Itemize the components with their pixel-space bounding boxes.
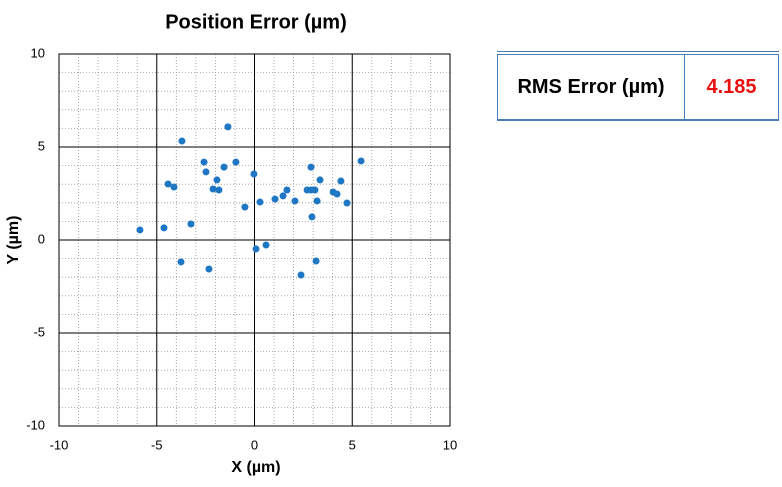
point (213, 176, 221, 184)
x-axis-label: X (µm) (231, 459, 280, 476)
point (337, 177, 345, 185)
chart: Position Error (µm) X (µm) Y (µm) -10 -5 0… (5, 11, 457, 476)
y-tick-label: 0 (38, 231, 45, 246)
rms-table: RMS Error (µm) 4.185 (497, 51, 779, 121)
x-tick-label: -10 (50, 437, 69, 452)
point (209, 185, 217, 193)
point (271, 195, 279, 203)
point (343, 199, 351, 207)
point (205, 265, 213, 273)
x-tick-label: 0 (251, 437, 258, 452)
point (333, 190, 341, 198)
point (160, 224, 168, 232)
point (136, 226, 144, 234)
x-tick-label: 5 (349, 437, 356, 452)
point (308, 213, 316, 221)
point (187, 220, 195, 228)
point (200, 158, 208, 166)
point (283, 186, 291, 194)
point (170, 183, 178, 191)
point (252, 245, 260, 253)
point (241, 203, 249, 211)
point (220, 163, 228, 171)
point (178, 137, 186, 145)
point (279, 192, 287, 200)
point (177, 258, 185, 266)
y-tick-label: 5 (38, 138, 45, 153)
point (250, 170, 258, 178)
chart-title: Position Error (µm) (165, 11, 347, 33)
y-tick-label: -10 (26, 417, 45, 432)
y-tick-label: -5 (33, 324, 45, 339)
point (311, 186, 319, 194)
x-tick-label: -5 (151, 437, 163, 452)
y-axis-label: Y (µm) (5, 216, 22, 265)
point (232, 158, 240, 166)
point (164, 180, 172, 188)
point (357, 157, 365, 165)
rms-value: 4.185 (684, 53, 779, 120)
y-tick-label: 10 (31, 45, 45, 60)
point (256, 198, 264, 206)
point (313, 197, 321, 205)
point (291, 197, 299, 205)
rms-label: RMS Error (µm) (497, 53, 685, 120)
x-tick-label: 10 (443, 437, 457, 452)
point (262, 241, 270, 249)
point (307, 163, 315, 171)
point (312, 257, 320, 265)
point (316, 176, 324, 184)
point (297, 271, 305, 279)
point (202, 168, 210, 176)
point (215, 186, 223, 194)
point (224, 123, 232, 131)
